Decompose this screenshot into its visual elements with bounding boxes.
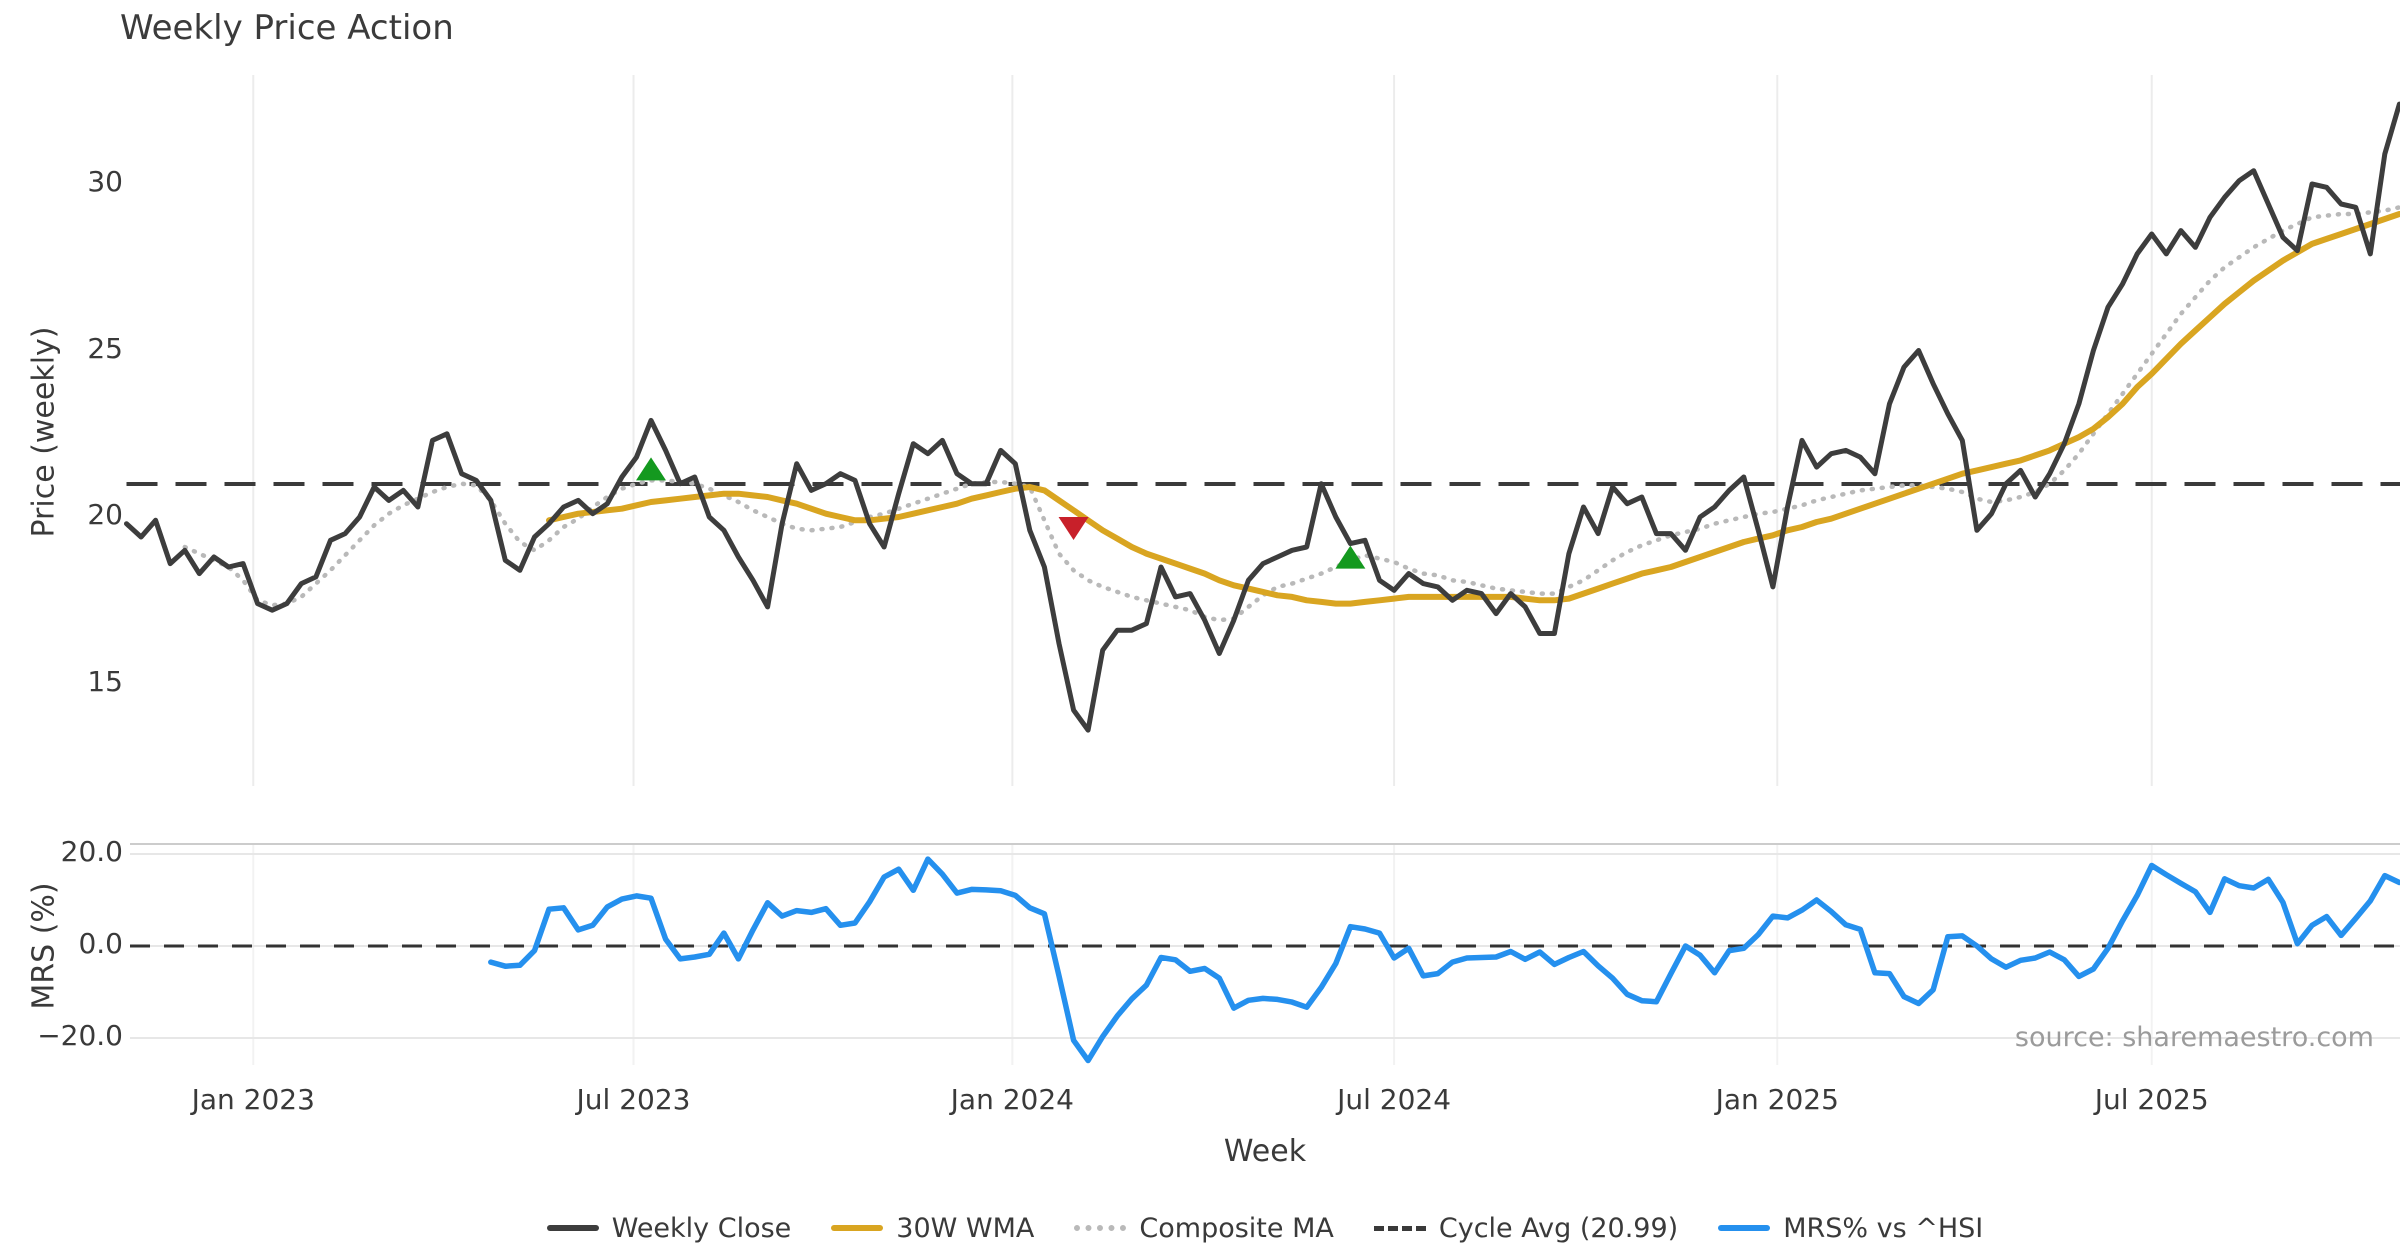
legend-label: Composite MA	[1139, 1212, 1334, 1244]
price-tick-label: 20	[87, 498, 123, 531]
x-tick-label: Jul 2025	[2094, 1083, 2209, 1116]
legend-label: Weekly Close	[611, 1212, 792, 1244]
composite-ma-line	[182, 205, 2400, 623]
weekly-close-line	[124, 101, 2400, 733]
x-tick-label: Jul 2024	[1337, 1083, 1452, 1116]
mrs-line	[488, 856, 2400, 1064]
legend-item-weekly-close: Weekly Close	[546, 1212, 792, 1244]
legend-item-30w-wma: 30W WMA	[831, 1213, 1034, 1244]
legend-label: MRS% vs ^HSI	[1783, 1212, 1984, 1244]
price-tick-label: 30	[87, 165, 123, 198]
legend-item-composite-ma: Composite MA	[1074, 1212, 1334, 1244]
legend-label: Cycle Avg (20.99)	[1438, 1212, 1679, 1244]
weekly-close-line-swatch-icon	[546, 1225, 599, 1231]
x-tick-label: Jan 2025	[1715, 1083, 1839, 1116]
x-tick-label: Jul 2023	[576, 1083, 691, 1116]
legend-item-cycle-avg: Cycle Avg (20.99)	[1373, 1212, 1679, 1244]
buy-signal-marker	[1335, 545, 1366, 569]
mrs-tick-label: 0.0	[78, 927, 123, 960]
mrs-tick-label: 20.0	[60, 835, 123, 868]
legend: Weekly Close 30W WMA Composite MA Cycle …	[130, 1204, 2400, 1252]
wma-30w-line	[546, 211, 2400, 607]
x-tick-label: Jan 2023	[191, 1083, 315, 1116]
mrs-line-swatch-icon	[1718, 1225, 1771, 1231]
chart-title: Weekly Price Action	[120, 8, 454, 48]
x-tick-label: Jan 2024	[950, 1083, 1074, 1116]
price-tick-label: 15	[87, 664, 123, 698]
sell-signal-marker	[1058, 516, 1089, 540]
price-tick-label: 25	[87, 331, 123, 365]
x-axis-label: Week	[1223, 1134, 1307, 1169]
cycle-avg-swatch-icon	[1373, 1225, 1426, 1231]
source-credit: source: sharemaestro.com	[2014, 1022, 2374, 1053]
legend-label: 30W WMA	[896, 1212, 1035, 1244]
legend-item-mrs: MRS% vs ^HSI	[1718, 1213, 1983, 1244]
composite-ma-swatch-icon	[1074, 1225, 1127, 1231]
wma-line-swatch-icon	[831, 1225, 884, 1231]
buy-signal-marker	[636, 457, 667, 481]
mrs-tick-label: −20.0	[37, 1019, 123, 1052]
